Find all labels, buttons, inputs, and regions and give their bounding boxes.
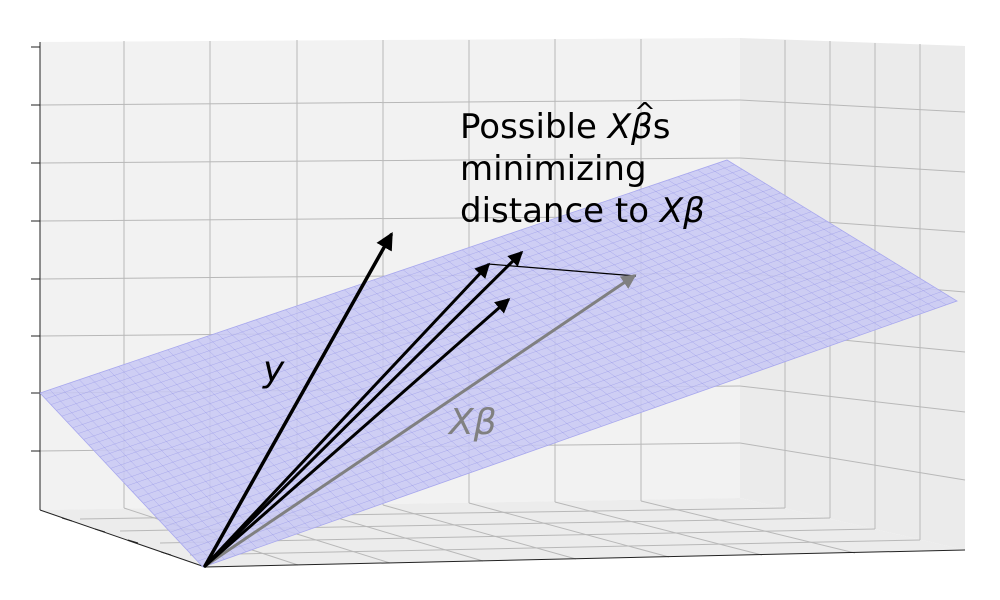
axis-lines bbox=[31, 42, 966, 568]
regression-plane bbox=[39, 159, 958, 568]
plane-edge bbox=[39, 159, 958, 568]
y-vector bbox=[203, 231, 393, 568]
z-axis-ticks bbox=[31, 46, 40, 452]
annotation-math-beta: β bbox=[631, 107, 653, 147]
annotation-math-xbeta: Xβ bbox=[659, 191, 705, 231]
annotation-line-1-prefix: Possible bbox=[460, 107, 608, 147]
annotation-line-3-prefix: distance to bbox=[460, 191, 660, 231]
y-vector-label: y bbox=[262, 349, 285, 390]
candidate-vector-2 bbox=[203, 250, 524, 568]
plane-fill bbox=[40, 160, 957, 567]
xbeta-vector bbox=[203, 274, 637, 568]
annotation-math-x: X bbox=[607, 107, 632, 147]
xbeta-vector-label: Xβ bbox=[447, 402, 497, 443]
annotation-line-1-suffix: s bbox=[652, 107, 671, 147]
annotation-beta-hat: ^ β bbox=[631, 98, 656, 148]
vectors bbox=[203, 231, 637, 568]
annotation-line-3: distance to Xβ bbox=[460, 190, 705, 232]
y-axis-ticks bbox=[61, 517, 172, 556]
annotation-line-1: Possible X ^ βs bbox=[460, 98, 705, 148]
candidate-vector-3 bbox=[203, 298, 511, 568]
hat-accent: ^ bbox=[634, 98, 656, 128]
annotation-text: Possible X ^ βs minimizing distance to Xβ bbox=[460, 98, 705, 232]
candidate-vector-1 bbox=[203, 262, 491, 568]
plane-mesh bbox=[40, 160, 957, 567]
annotation-line-2: minimizing bbox=[460, 149, 647, 189]
